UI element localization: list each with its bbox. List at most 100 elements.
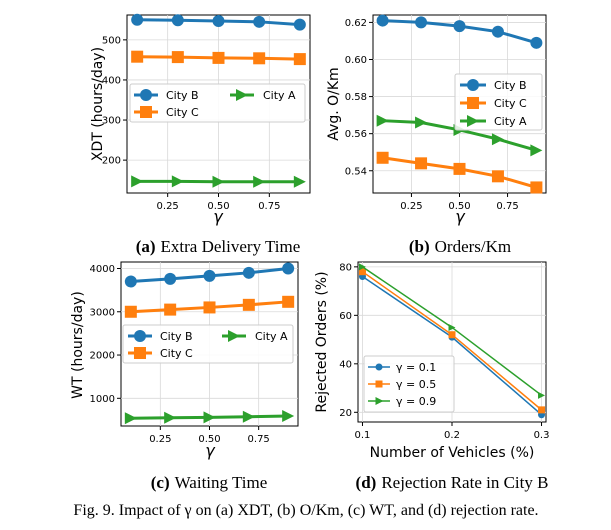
caption-c-text: Waiting Time — [175, 473, 268, 492]
caption-c: (c) Waiting Time — [151, 473, 268, 492]
caption-d-text: Rejection Rate in City B — [381, 473, 548, 492]
panel-b-point — [415, 116, 428, 129]
panel-c-point — [203, 411, 216, 424]
panel-b-point — [530, 144, 543, 157]
panel-c-point — [164, 411, 177, 424]
panel-d-point — [358, 263, 366, 271]
panel-c-series — [124, 262, 295, 425]
panel-a-ytick-label: 400 — [102, 75, 121, 86]
panel-b-ticks: 0.25 0.50 0.75 0.54 0.56 0.58 0.60 0.62 — [345, 18, 519, 212]
legend-b-marker-city-b — [467, 79, 479, 91]
legend-c-label-city-c: City C — [160, 347, 193, 360]
panel-a-point — [131, 50, 144, 63]
panel-a-point — [131, 13, 144, 26]
panel-a-point — [293, 53, 306, 66]
panel-c-ticks: 0.25 0.50 0.75 1000 2000 3000 4000 — [90, 264, 270, 445]
legend-d-marker-g09 — [375, 397, 384, 405]
panel-d-xlabel: Number of Vehicles (%) — [370, 445, 535, 461]
caption-a-label: (a) — [136, 237, 156, 256]
panel-d-point — [538, 391, 546, 399]
panel-d-xtick-label: 0.3 — [534, 430, 550, 441]
legend-d-label-g05: γ = 0.5 — [396, 378, 436, 391]
panel-c-point — [242, 410, 255, 423]
panel-c-point — [242, 298, 255, 311]
panel-d-ytick-label: 20 — [339, 408, 352, 419]
legend-b-label-city-a: City A — [494, 115, 527, 128]
panel-c-legend: City B City A City C — [122, 324, 294, 364]
panel-b-ytick-label: 0.60 — [345, 55, 367, 66]
panel-c-point — [282, 262, 295, 275]
panel-c-ytick-label: 2000 — [90, 351, 115, 362]
panel-a-xtick-label: 0.50 — [207, 201, 229, 212]
panel-b: 0.25 0.50 0.75 0.54 0.56 0.58 0.60 0.62 Avg. O/… — [326, 14, 547, 256]
panel-c-ytick-label: 4000 — [90, 264, 115, 275]
legend-b-label-city-c: City C — [494, 97, 527, 110]
panel-d: 0.1 0.2 0.3 20 40 60 80 Rejected Orders (%) Nu… — [314, 261, 549, 492]
legend-c-marker-city-a — [228, 330, 240, 342]
panel-a-ytick-label: 500 — [102, 35, 121, 46]
panel-b-point — [491, 25, 504, 38]
panel-c-xtick-label: 0.25 — [149, 434, 171, 445]
panel-d-xtick-label: 0.2 — [444, 430, 460, 441]
panel-a-point — [293, 175, 306, 188]
legend-d-marker-g05 — [375, 380, 383, 388]
panel-c-point — [124, 275, 137, 288]
caption-d: (d) Rejection Rate in City B — [356, 473, 549, 492]
panel-a-ytick-label: 300 — [102, 116, 121, 127]
panel-b-point — [376, 151, 389, 164]
legend-d-label-g09: γ = 0.9 — [396, 395, 436, 408]
panel-b-point — [491, 133, 504, 146]
panel-b-ytick-label: 0.58 — [345, 92, 367, 103]
legend-c-label-city-b: City B — [160, 330, 193, 343]
panel-a-point — [171, 14, 184, 27]
panel-a-point — [171, 51, 184, 64]
panel-d-legend-box — [363, 355, 455, 413]
panel-c: 0.25 0.50 0.75 1000 2000 3000 4000 WT (hours/d… — [70, 261, 299, 492]
panel-d-series — [358, 263, 546, 419]
panel-b-point — [530, 181, 543, 194]
legend-c-marker-city-b — [134, 330, 146, 342]
caption-d-label: (d) — [356, 473, 377, 492]
panel-a-xlabel: γ — [213, 207, 224, 226]
panel-b-ytick-label: 0.56 — [345, 129, 367, 140]
legend-label-city-b: City B — [166, 89, 199, 102]
panel-a-point — [212, 15, 225, 28]
panel-b-xlabel: γ — [455, 207, 466, 226]
panel-b-ytick-label: 0.54 — [345, 166, 367, 177]
legend-c-label-city-a: City A — [255, 330, 288, 343]
panel-a-point — [212, 175, 225, 188]
panel-c-ylabel: WT (hours/day) — [70, 291, 86, 399]
panel-a-point — [293, 18, 306, 31]
panel-c-point — [203, 269, 216, 282]
panel-d-xtick-label: 0.1 — [355, 430, 371, 441]
panel-b-ytick-label: 0.62 — [345, 18, 367, 29]
caption-a-text: Extra Delivery Time — [161, 237, 301, 256]
panel-d-ytick-label: 60 — [339, 311, 352, 322]
panel-d-point — [358, 268, 366, 276]
panel-d-legend: γ = 0.1 γ = 0.5 γ = 0.9 — [363, 355, 455, 413]
panel-d-ticks: 0.1 0.2 0.3 20 40 60 80 — [339, 262, 549, 441]
panel-c-legend-box — [122, 324, 294, 364]
panel-c-xlabel: γ — [205, 441, 216, 460]
panel-a-point — [253, 15, 266, 28]
panel-b-xtick-label: 0.50 — [448, 201, 470, 212]
panel-a-point — [253, 175, 266, 188]
panel-a-point — [171, 175, 184, 188]
panel-b-point — [530, 36, 543, 49]
legend-marker-city-c — [140, 106, 152, 118]
legend-b-label-city-b: City B — [494, 79, 527, 92]
legend-c-marker-city-c — [134, 347, 146, 359]
panel-a-ticks: 0.25 0.50 0.75 200 300 400 500 — [102, 35, 281, 212]
panel-d-ytick-label: 80 — [339, 262, 352, 273]
panel-b-point — [415, 16, 428, 29]
caption-b: (b) Orders/Km — [409, 237, 511, 256]
panel-a-legend-box — [129, 83, 306, 123]
panel-d-point — [538, 406, 546, 414]
panel-c-ytick-label: 3000 — [90, 307, 115, 318]
legend-marker-city-b — [140, 89, 152, 101]
panel-d-ylabel: Rejected Orders (%) — [314, 271, 330, 412]
figure-caption: Fig. 9. Impact of γ on (a) XDT, (b) O/Km… — [73, 502, 538, 519]
legend-label-city-a: City A — [263, 89, 296, 102]
panel-c-point — [124, 305, 137, 318]
